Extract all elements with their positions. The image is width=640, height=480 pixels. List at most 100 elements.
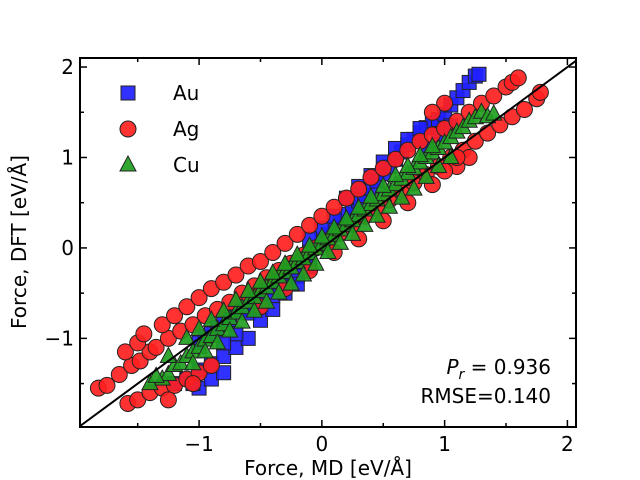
marker-cu <box>355 215 374 232</box>
marker-ag <box>251 252 269 270</box>
marker-ag <box>313 207 331 225</box>
marker-ag <box>337 189 355 207</box>
x-tick-label: 1 <box>438 432 451 456</box>
marker-cu <box>276 254 294 271</box>
marker-ag <box>110 366 128 384</box>
legend: Au Ag Cu <box>119 81 200 177</box>
marker-cu <box>282 274 301 291</box>
legend-label-au: Au <box>173 81 199 105</box>
marker-cu <box>263 263 282 280</box>
axis-tick-labels: −1 0 1 2 −1 0 1 2 <box>45 55 574 456</box>
y-tick-label: −1 <box>45 326 74 350</box>
marker-cu <box>362 187 380 204</box>
marker-cu <box>306 254 325 271</box>
marker-cu <box>184 353 202 371</box>
marker-ag <box>276 234 294 252</box>
pearson-annotation: Pr = 0.936 <box>446 355 551 383</box>
marker-cu <box>368 206 386 223</box>
marker-ag <box>374 159 392 177</box>
y-tick-label: 2 <box>61 55 74 79</box>
marker-ag <box>350 180 368 198</box>
marker-ag <box>362 168 380 186</box>
pearson-symbol: P <box>446 355 459 379</box>
legend-marker-au <box>120 85 136 101</box>
marker-ag <box>288 225 306 243</box>
marker-cu <box>196 341 215 359</box>
marker-ag <box>135 325 153 343</box>
rmse-annotation: RMSE=0.140 <box>421 384 552 408</box>
marker-cu <box>325 217 343 235</box>
marker-cu <box>380 197 399 214</box>
marker-cu <box>300 236 319 253</box>
marker-ag <box>202 357 220 374</box>
marker-cu <box>331 233 350 250</box>
y-tick-label: 1 <box>61 145 74 169</box>
x-tick-label: −1 <box>184 432 213 456</box>
marker-ag <box>264 243 282 261</box>
marker-ag <box>423 103 441 121</box>
marker-cu <box>417 167 436 184</box>
marker-ag <box>485 87 503 105</box>
marker-cu <box>208 332 227 350</box>
plot-frame <box>79 57 577 428</box>
marker-ag <box>98 376 116 394</box>
y-axis-label: Force, DFT [eV/Å] <box>7 155 31 329</box>
marker-cu <box>257 292 276 309</box>
x-axis-label: Force, MD [eV/Å] <box>244 456 412 480</box>
marker-cu <box>214 301 233 318</box>
reference-line-layer <box>80 59 576 427</box>
stats-annotation: Pr = 0.936 RMSE=0.140 <box>421 355 552 408</box>
marker-ag <box>184 375 202 393</box>
marker-cu <box>270 283 288 300</box>
marker-cu <box>288 245 307 262</box>
marker-cu <box>233 312 251 329</box>
marker-cu <box>343 224 362 241</box>
marker-ag <box>515 101 533 119</box>
marker-ag <box>190 289 208 307</box>
marker-cu <box>294 264 313 282</box>
marker-cu <box>423 136 442 154</box>
marker-cu <box>398 156 417 174</box>
marker-au <box>471 66 487 82</box>
marker-cu <box>374 176 393 193</box>
marker-ag <box>436 94 454 112</box>
marker-cu <box>251 272 270 289</box>
marker-ag <box>116 343 134 361</box>
marker-ag <box>325 198 343 216</box>
reference-line <box>80 59 576 427</box>
legend-label-cu: Cu <box>173 153 200 177</box>
y-tick-label: 0 <box>61 236 74 260</box>
marker-cu <box>220 321 239 338</box>
marker-au <box>216 365 232 381</box>
x-tick-label: 2 <box>561 432 574 456</box>
marker-cu <box>239 281 258 298</box>
marker-cu <box>245 301 264 318</box>
marker-ag <box>178 298 196 316</box>
axis-ticks <box>80 58 576 427</box>
marker-cu <box>202 310 221 327</box>
marker-cu <box>190 319 208 336</box>
pearson-subscript: r <box>459 367 466 383</box>
marker-cu <box>392 188 411 205</box>
marker-ag <box>147 338 165 356</box>
marker-cu <box>386 165 405 183</box>
marker-ag <box>153 316 171 334</box>
marker-cu <box>313 227 331 244</box>
marker-cu <box>337 208 356 226</box>
marker-cu <box>177 328 196 345</box>
scatter-markers <box>89 66 549 412</box>
marker-cu <box>405 179 423 196</box>
legend-marker-cu <box>119 154 137 172</box>
marker-cu <box>319 242 337 259</box>
marker-cu <box>349 198 368 215</box>
marker-ag <box>227 266 245 284</box>
marker-ag <box>509 69 527 87</box>
legend-label-ag: Ag <box>173 117 199 141</box>
marker-cu <box>159 364 178 382</box>
marker-ag <box>166 307 184 325</box>
marker-ag <box>301 216 319 234</box>
pearson-value: = 0.936 <box>464 355 551 379</box>
marker-cu <box>227 290 245 307</box>
x-tick-label: 0 <box>315 432 328 456</box>
